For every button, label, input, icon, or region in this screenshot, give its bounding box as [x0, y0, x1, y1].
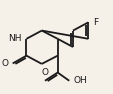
Text: NH: NH	[8, 34, 21, 43]
Text: F: F	[92, 18, 97, 27]
Text: O: O	[41, 68, 48, 77]
Text: OH: OH	[73, 76, 87, 85]
Text: O: O	[2, 59, 9, 68]
